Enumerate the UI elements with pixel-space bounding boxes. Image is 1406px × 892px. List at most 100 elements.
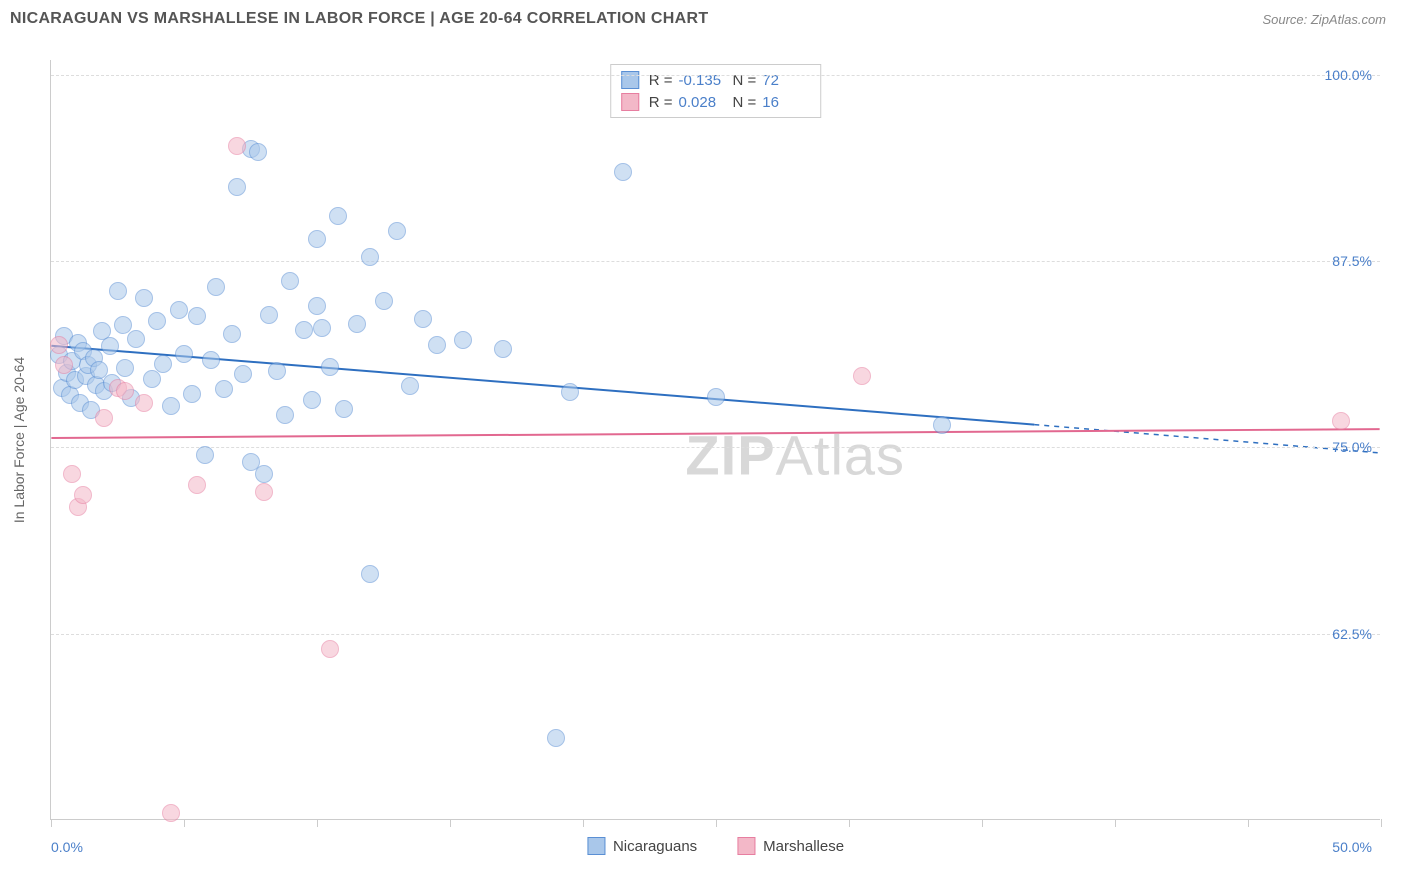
scatter-point [207, 278, 225, 296]
legend-swatch [737, 837, 755, 855]
scatter-point [255, 483, 273, 501]
scatter-point [361, 248, 379, 266]
y-tick-label: 87.5% [1332, 253, 1372, 269]
x-tick [51, 819, 52, 827]
scatter-point [561, 383, 579, 401]
x-tick-label: 50.0% [1332, 839, 1372, 855]
scatter-point [260, 306, 278, 324]
scatter-point [74, 486, 92, 504]
scatter-point [276, 406, 294, 424]
x-tick [716, 819, 717, 827]
scatter-point [116, 382, 134, 400]
scatter-point [183, 385, 201, 403]
gridline [51, 447, 1380, 448]
scatter-point [175, 345, 193, 363]
scatter-point [162, 397, 180, 415]
series-legend: Nicaraguans Marshallese [587, 837, 844, 855]
scatter-point [101, 337, 119, 355]
x-tick [982, 819, 983, 827]
y-tick-label: 62.5% [1332, 626, 1372, 642]
scatter-point [313, 319, 331, 337]
scatter-point [55, 356, 73, 374]
scatter-point [281, 272, 299, 290]
scatter-point [228, 137, 246, 155]
chart-plot-area: In Labor Force | Age 20-64 ZIPAtlas R = … [50, 60, 1380, 820]
scatter-point [234, 365, 252, 383]
scatter-point [303, 391, 321, 409]
scatter-point [63, 465, 81, 483]
correlation-legend: R = -0.135 N = 72 R = 0.028 N = 16 [610, 64, 822, 118]
x-tick [849, 819, 850, 827]
x-tick [317, 819, 318, 827]
scatter-point [223, 325, 241, 343]
legend-swatch [621, 93, 639, 111]
scatter-point [375, 292, 393, 310]
gridline [51, 75, 1380, 76]
scatter-point [127, 330, 145, 348]
scatter-point [50, 336, 68, 354]
x-tick-label: 0.0% [51, 839, 83, 855]
scatter-point [321, 358, 339, 376]
scatter-point [388, 222, 406, 240]
x-tick [1248, 819, 1249, 827]
legend-swatch [621, 71, 639, 89]
x-tick [450, 819, 451, 827]
scatter-point [707, 388, 725, 406]
scatter-point [454, 331, 472, 349]
scatter-point [321, 640, 339, 658]
scatter-point [268, 362, 286, 380]
y-axis-title: In Labor Force | Age 20-64 [11, 356, 27, 522]
scatter-point [249, 143, 267, 161]
scatter-point [196, 446, 214, 464]
scatter-point [547, 729, 565, 747]
scatter-point [308, 297, 326, 315]
y-tick-label: 100.0% [1325, 67, 1372, 83]
legend-swatch [587, 837, 605, 855]
scatter-point [428, 336, 446, 354]
scatter-point [933, 416, 951, 434]
scatter-point [335, 400, 353, 418]
scatter-point [614, 163, 632, 181]
scatter-point [188, 476, 206, 494]
scatter-point [148, 312, 166, 330]
scatter-point [143, 370, 161, 388]
legend-item: Nicaraguans [587, 837, 697, 855]
x-tick [583, 819, 584, 827]
trend-lines-layer [51, 60, 1380, 819]
x-tick [184, 819, 185, 827]
scatter-point [401, 377, 419, 395]
legend-row: R = 0.028 N = 16 [621, 91, 811, 113]
scatter-point [135, 394, 153, 412]
scatter-point [295, 321, 313, 339]
scatter-point [202, 351, 220, 369]
scatter-point [361, 565, 379, 583]
x-tick [1115, 819, 1116, 827]
scatter-point [154, 355, 172, 373]
legend-row: R = -0.135 N = 72 [621, 69, 811, 91]
scatter-point [255, 465, 273, 483]
y-tick-label: 75.0% [1332, 439, 1372, 455]
legend-item: Marshallese [737, 837, 844, 855]
gridline [51, 261, 1380, 262]
source-attribution: Source: ZipAtlas.com [1262, 12, 1386, 27]
scatter-point [228, 178, 246, 196]
scatter-point [162, 804, 180, 822]
scatter-point [1332, 412, 1350, 430]
scatter-point [188, 307, 206, 325]
scatter-point [116, 359, 134, 377]
watermark: ZIPAtlas [685, 422, 905, 487]
scatter-point [414, 310, 432, 328]
x-tick [1381, 819, 1382, 827]
scatter-point [170, 301, 188, 319]
chart-title: NICARAGUAN VS MARSHALLESE IN LABOR FORCE… [10, 10, 708, 28]
scatter-point [494, 340, 512, 358]
scatter-point [348, 315, 366, 333]
scatter-point [329, 207, 347, 225]
scatter-point [308, 230, 326, 248]
scatter-point [109, 282, 127, 300]
scatter-point [95, 409, 113, 427]
gridline [51, 634, 1380, 635]
scatter-point [215, 380, 233, 398]
scatter-point [853, 367, 871, 385]
scatter-point [135, 289, 153, 307]
